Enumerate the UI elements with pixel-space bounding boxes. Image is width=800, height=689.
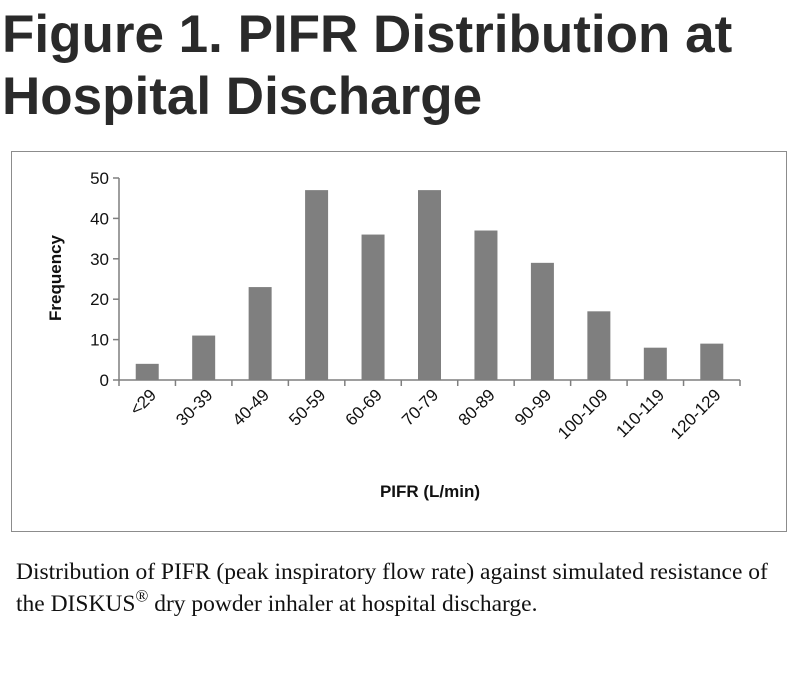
x-tick-label: 110-119	[612, 385, 668, 441]
caption-text-part-2: dry powder inhaler at hospital discharge…	[148, 591, 538, 617]
bars	[135, 190, 724, 380]
y-tick-label: 40	[90, 209, 109, 228]
bar-90-99	[530, 262, 554, 380]
figure-title-line-1: Figure 1. PIFR Distribution at	[2, 5, 733, 64]
x-tick-label: 100-109	[554, 385, 612, 443]
x-axis-tick-labels: <29 30-39 40-49 50-59 60-69 70-79 80-89 90-9910…	[118, 380, 741, 443]
bar-80-89	[474, 230, 498, 380]
x-tick-label: 80-89	[455, 385, 499, 429]
bar-70-79	[418, 190, 441, 380]
x-tick-label: 40-49	[229, 385, 273, 429]
y-tick-label: 0	[100, 371, 109, 390]
figure-caption: Distribution of PIFR (peak inspiratory f…	[16, 556, 796, 620]
bar-40-49	[248, 287, 272, 380]
bar-60-69	[361, 234, 385, 380]
bar-chart: 0 10 20 30 40 50 <29 30-39 40-49 50-59 60-69 70-79…	[46, 169, 741, 501]
y-tick-label: 20	[90, 290, 109, 309]
caption-text-part-1: Distribution of PIFR (peak inspiratory f…	[16, 559, 768, 617]
y-axis-label: Frequency	[46, 234, 65, 321]
x-tick-label: 90-99	[511, 385, 555, 429]
y-tick-label: 30	[90, 250, 109, 269]
figure-title-line-2: Hospital Discharge	[2, 67, 483, 126]
x-tick-label: 30-39	[172, 385, 216, 429]
figure-title: Figure 1. PIFR Distribution at Hospital …	[2, 4, 792, 128]
bar-120-129	[700, 343, 724, 380]
x-tick-label: <29	[126, 385, 160, 419]
bar-50-59	[305, 190, 329, 380]
y-tick-label: 50	[90, 169, 109, 188]
bar-100-109	[587, 311, 611, 380]
chart-frame: 0 10 20 30 40 50 <29 30-39 40-49 50-59 60-69 70-79…	[11, 151, 787, 532]
bar-30-39	[192, 335, 216, 380]
bar-110-119	[643, 347, 667, 380]
axes	[118, 178, 740, 381]
x-tick-label: 60-69	[342, 385, 386, 429]
y-axis-ticks: 0 10 20 30 40 50	[90, 169, 119, 390]
x-tick-label: 50-59	[285, 385, 329, 429]
x-tick-label: 120-129	[667, 385, 725, 443]
registered-mark: ®	[135, 586, 149, 606]
y-tick-label: 10	[90, 331, 109, 350]
bar-<29	[135, 363, 159, 380]
x-axis-label: PIFR (L/min)	[380, 482, 480, 501]
x-tick-label: 70-79	[398, 385, 442, 429]
